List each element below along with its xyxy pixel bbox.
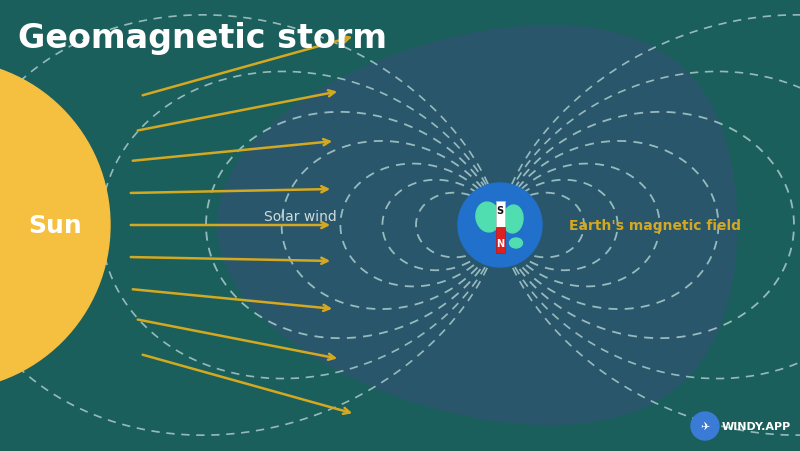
Ellipse shape bbox=[510, 239, 522, 249]
FancyBboxPatch shape bbox=[495, 202, 505, 227]
Circle shape bbox=[458, 184, 542, 267]
Ellipse shape bbox=[476, 202, 500, 232]
Circle shape bbox=[691, 412, 719, 440]
Text: Sun: Sun bbox=[28, 213, 82, 238]
Polygon shape bbox=[218, 26, 738, 425]
Ellipse shape bbox=[503, 206, 523, 234]
Text: Earth's magnetic field: Earth's magnetic field bbox=[569, 219, 741, 232]
Text: Solar wind: Solar wind bbox=[264, 210, 336, 224]
Text: N: N bbox=[496, 239, 504, 249]
Text: Geomagnetic storm: Geomagnetic storm bbox=[18, 22, 387, 55]
Text: S: S bbox=[497, 206, 503, 216]
Text: WINDY.APP: WINDY.APP bbox=[722, 421, 791, 431]
FancyBboxPatch shape bbox=[495, 227, 505, 253]
Circle shape bbox=[0, 61, 110, 390]
Text: ✈: ✈ bbox=[700, 421, 710, 431]
